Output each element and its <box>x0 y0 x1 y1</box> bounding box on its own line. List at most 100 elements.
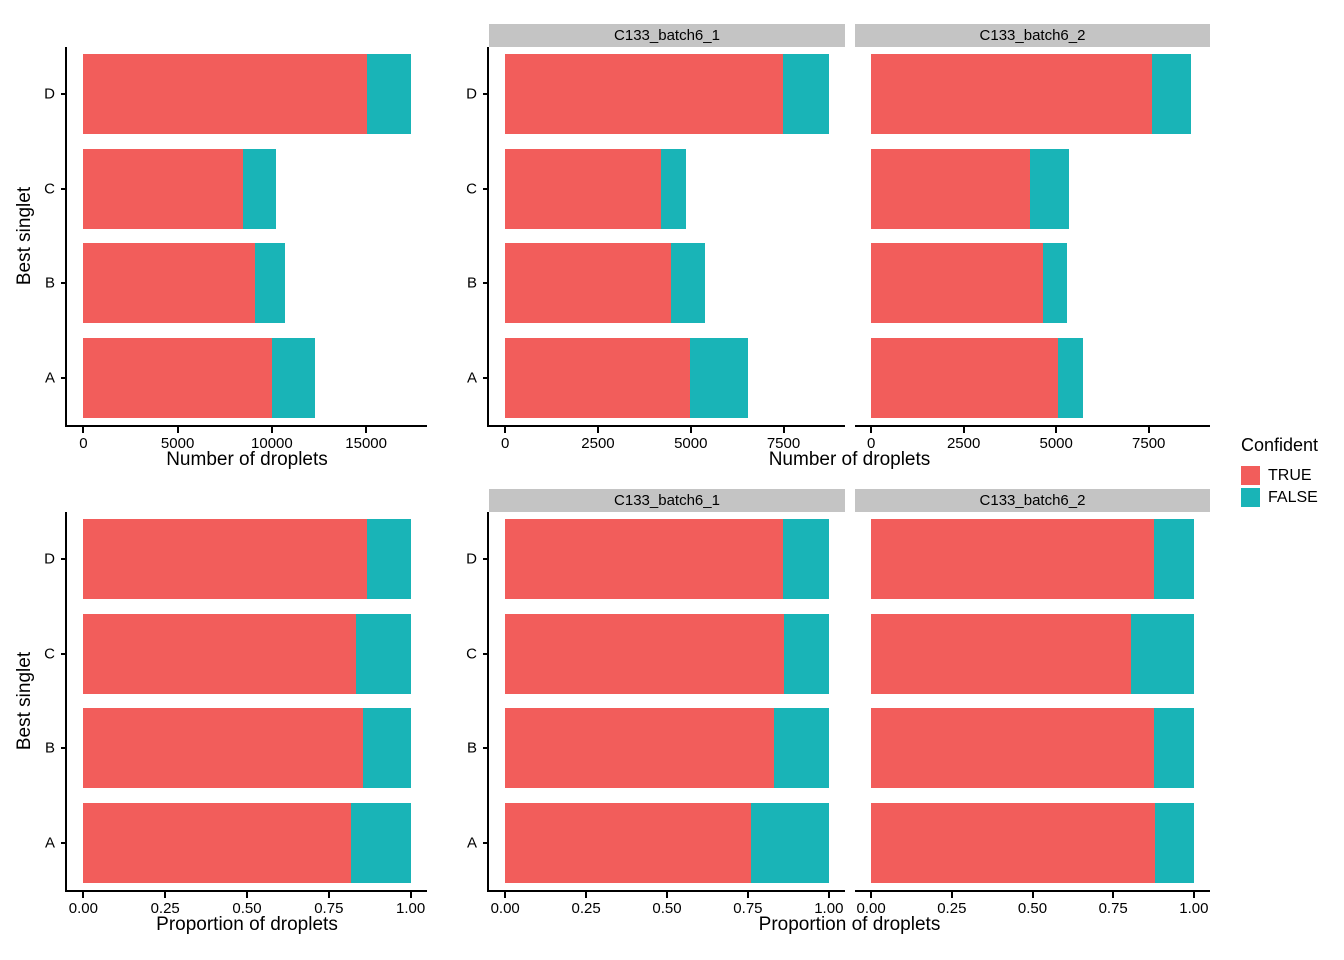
facet-strip-proportions-batch1: C133_batch6_1 <box>489 489 845 512</box>
legend-entry-false: FALSE <box>1241 488 1318 507</box>
bar-segment-false <box>751 802 829 883</box>
y-category-label: A <box>466 369 477 387</box>
y-category-label: C <box>44 180 55 198</box>
x-axis-counts-combined: 0 5000 10000 15000 <box>67 427 427 452</box>
bar-segment-true <box>505 708 775 789</box>
x-tick-mark <box>164 892 167 898</box>
x-tick-mark <box>1031 892 1034 898</box>
bar-segment-true <box>871 519 1155 600</box>
x-tick-mark <box>950 892 953 898</box>
y-tick-mark <box>483 376 489 379</box>
x-tick-mark <box>870 892 873 898</box>
panel-counts-batch2 <box>855 47 1210 425</box>
y-category-label: C <box>466 180 477 198</box>
panel-proportions-batch2 <box>855 512 1210 890</box>
x-tick-label: 0 <box>79 435 88 452</box>
bar-B <box>505 708 829 789</box>
y-axis-labels-proportions-faceted: D C B A <box>457 512 489 890</box>
bar-segment-true <box>83 613 356 694</box>
y-axis-line <box>65 47 67 427</box>
facet-strip-proportions-batch2: C133_batch6_2 <box>855 489 1210 512</box>
x-tick-label: 0.00 <box>856 900 886 917</box>
facet-strip-label: C133_batch6_2 <box>979 27 1086 44</box>
bar-segment-false <box>1152 54 1191 135</box>
y-category-label: D <box>466 85 477 103</box>
bar-segment-false <box>255 243 285 324</box>
legend-entry-true: TRUE <box>1241 466 1318 485</box>
x-axis-line <box>65 425 427 427</box>
y-axis-labels-counts-faceted: D C B A <box>457 47 489 425</box>
x-tick-label: 10000 <box>251 435 293 452</box>
y-axis-line <box>65 512 67 892</box>
x-tick-label: 0 <box>866 435 876 452</box>
x-tick-mark <box>504 892 507 898</box>
bar-D <box>505 519 829 600</box>
y-tick-mark <box>61 747 67 750</box>
x-tick-label: 2500 <box>946 435 981 452</box>
bar-B <box>83 708 411 789</box>
bar-segment-false <box>367 519 411 600</box>
bar-segment-false <box>362 708 411 789</box>
x-tick-mark <box>1055 427 1058 433</box>
x-tick-mark <box>82 427 85 433</box>
bar-segment-false <box>1057 337 1083 418</box>
bar-segment-false <box>272 337 315 418</box>
y-category-label: A <box>44 834 55 852</box>
bar-A <box>83 337 315 418</box>
bar-segment-false <box>1154 519 1194 600</box>
bar-segment-true <box>871 802 1156 883</box>
bar-segment-true <box>83 802 351 883</box>
x-tick-mark <box>827 892 830 898</box>
y-tick-mark <box>61 93 67 96</box>
bar-segment-true <box>505 613 785 694</box>
y-tick-mark <box>483 652 489 655</box>
y-tick-mark <box>61 558 67 561</box>
x-tick-label: 2500 <box>581 435 615 452</box>
x-tick-mark <box>409 892 412 898</box>
x-tick-label: 5000 <box>160 435 195 452</box>
x-tick-label: 7500 <box>766 435 801 452</box>
x-tick-mark <box>962 427 965 433</box>
x-axis-line <box>855 425 1210 427</box>
bar-segment-true <box>505 243 672 324</box>
bar-segment-true <box>83 708 363 789</box>
x-axis-proportions-batch2: 0.00 0.25 0.50 0.75 1.00 <box>855 892 1210 917</box>
y-axis-title-counts-combined: Best singlet <box>14 186 35 286</box>
x-axis-title-proportions-combined: Proportion of droplets <box>156 914 338 935</box>
bar-segment-true <box>871 54 1153 135</box>
y-category-label: D <box>44 85 55 103</box>
bar-segment-true <box>505 519 783 600</box>
x-axis-counts-batch1: 0 2500 5000 7500 <box>489 427 845 452</box>
facet-strip-label: C133_batch6_1 <box>614 27 720 44</box>
bar-segment-false <box>367 54 411 135</box>
bar-C <box>871 148 1070 229</box>
facet-strip-label: C133_batch6_1 <box>614 492 720 509</box>
bar-A <box>505 802 829 883</box>
bar-segment-false <box>355 613 411 694</box>
x-tick-mark <box>782 427 785 433</box>
x-tick-mark <box>1147 427 1150 433</box>
bar-C <box>505 613 829 694</box>
bar-segment-false <box>1030 148 1070 229</box>
bar-D <box>505 54 829 135</box>
bar-B <box>505 243 705 324</box>
y-tick-mark <box>483 282 489 285</box>
bar-C <box>871 613 1194 694</box>
bar-segment-false <box>784 613 829 694</box>
y-tick-mark <box>61 187 67 190</box>
y-category-label: B <box>466 274 477 292</box>
bar-C <box>83 613 411 694</box>
y-axis-labels-counts-combined: D C B A <box>35 47 67 425</box>
bar-D <box>871 519 1194 600</box>
bar-B <box>83 243 285 324</box>
bar-A <box>871 337 1083 418</box>
y-category-label: B <box>44 739 55 757</box>
panel-counts-batch1 <box>489 47 845 425</box>
bar-segment-true <box>871 613 1131 694</box>
bar-segment-true <box>505 54 783 135</box>
legend: Confident TRUE FALSE <box>1241 435 1318 510</box>
facet-strip-counts-batch2: C133_batch6_2 <box>855 24 1210 47</box>
y-axis-title-proportions-combined: Best singlet <box>14 651 35 751</box>
y-category-label: B <box>466 739 477 757</box>
